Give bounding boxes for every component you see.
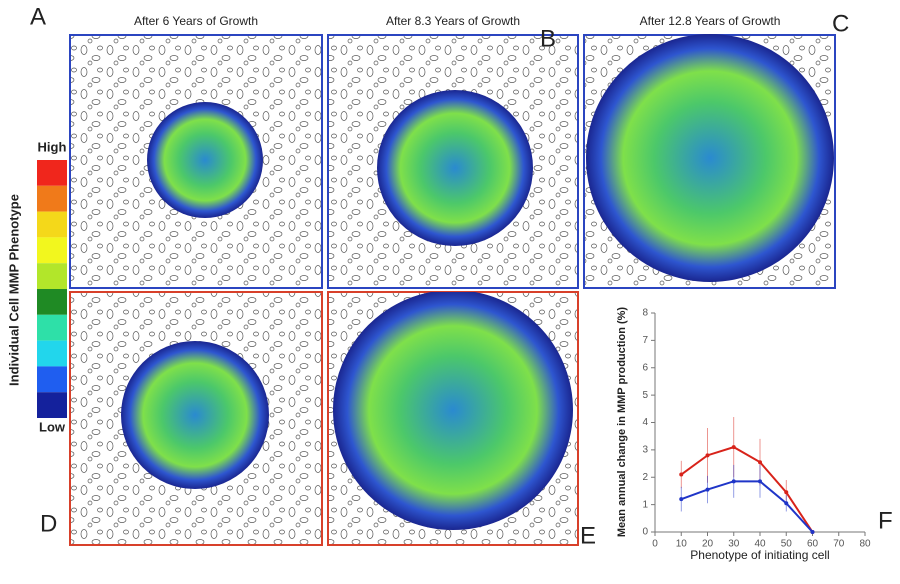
colorbar-swatch <box>37 392 67 418</box>
tumor-image <box>333 292 573 530</box>
data-point <box>731 445 736 450</box>
colorbar-swatch <box>37 211 67 238</box>
x-tick-label: 60 <box>807 539 819 550</box>
tumor-image <box>121 341 269 489</box>
y-axis-label: Mean annual change in MMP production (%) <box>616 307 628 538</box>
x-tick-label: 20 <box>702 539 714 550</box>
x-tick-label: 50 <box>781 539 793 550</box>
x-tick-label: 70 <box>833 539 845 550</box>
data-point <box>731 479 736 484</box>
colorbar-swatch <box>37 237 67 264</box>
x-axis-label: Phenotype of initiating cell <box>690 548 829 562</box>
panel-label: D <box>40 510 57 537</box>
data-point <box>758 460 762 465</box>
x-tick-label: 40 <box>754 539 766 550</box>
panel-title: After 12.8 Years of Growth <box>640 14 781 28</box>
y-tick-label: 4 <box>642 417 648 428</box>
y-tick-label: 3 <box>642 445 648 456</box>
y-tick-label: 2 <box>642 472 648 483</box>
x-tick-label: 10 <box>676 539 688 550</box>
panel-label: C <box>832 10 849 37</box>
colorbar-swatch <box>37 289 67 315</box>
data-point <box>679 497 684 502</box>
y-tick-label: 7 <box>642 335 648 346</box>
colorbar-swatch <box>37 185 67 212</box>
series-line <box>680 480 814 533</box>
colorbar-low: Low <box>39 419 66 434</box>
data-point <box>810 530 815 534</box>
panel-title: After 8.3 Years of Growth <box>386 14 520 28</box>
panel-label: A <box>30 3 46 30</box>
colorbar-swatch <box>37 366 67 393</box>
colorbar-high: High <box>38 139 67 154</box>
tumor-image <box>147 102 263 218</box>
y-tick-label: 1 <box>642 499 648 510</box>
x-tick-label: 0 <box>652 539 658 550</box>
data-point <box>679 472 684 477</box>
x-tick-label: 30 <box>728 539 740 550</box>
data-point <box>758 479 762 484</box>
data-point <box>784 501 789 506</box>
y-tick-label: 8 <box>642 308 648 319</box>
colorbar-swatch <box>37 160 67 186</box>
panel-label: E <box>580 522 596 549</box>
x-tick-label: 80 <box>859 539 871 550</box>
y-tick-label: 6 <box>642 362 648 373</box>
data-point <box>784 490 789 495</box>
tumor-image <box>377 90 533 246</box>
tumor-image <box>586 34 834 282</box>
data-point <box>705 487 710 492</box>
panel-label: F <box>878 507 893 534</box>
panels <box>69 34 836 546</box>
panel-title: After 6 Years of Growth <box>134 14 258 28</box>
y-tick-label: 0 <box>642 527 648 538</box>
data-point <box>705 453 710 458</box>
colorbar-label: Individual Cell MMP Phenotype <box>6 194 21 386</box>
colorbar-swatch <box>37 263 67 289</box>
colorbar-swatch <box>37 340 67 367</box>
colorbar-swatch <box>37 314 67 341</box>
series-line <box>680 446 814 533</box>
panel-label: B <box>540 25 556 52</box>
y-tick-label: 5 <box>642 390 648 401</box>
